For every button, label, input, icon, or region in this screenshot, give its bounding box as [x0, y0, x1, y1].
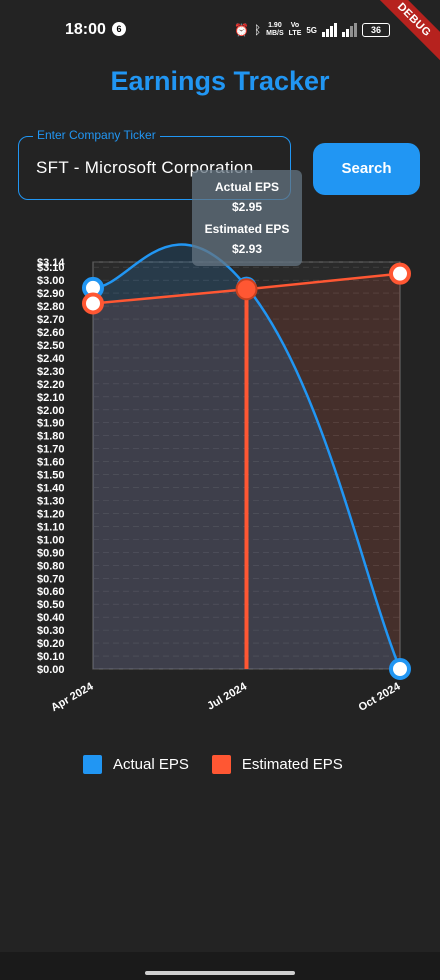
- y-tick-label: $2.20: [37, 379, 65, 391]
- y-tick-label: $0.70: [37, 573, 65, 585]
- y-tick-label: $1.60: [37, 457, 65, 469]
- x-tick-label: Jul 2024: [205, 680, 249, 713]
- y-tick-label: $0.10: [37, 651, 65, 663]
- estimated-eps-point-highlight: [235, 278, 258, 301]
- y-tick-label: $1.10: [37, 521, 65, 533]
- status-bar: 18:00 6 ⏰ ᛒ 1.90 MB/S Vo LTE 5G 36: [0, 0, 440, 60]
- y-tick-label: $1.90: [37, 418, 65, 430]
- legend-item-actual: Actual EPS: [83, 754, 189, 774]
- legend-label-actual: Actual EPS: [113, 755, 189, 773]
- y-tick-label: $3.14: [37, 257, 65, 269]
- y-tick-label: $2.50: [37, 340, 65, 352]
- y-tick-label: $3.10: [37, 262, 65, 274]
- tooltip-actual-label: Actual EPS: [214, 180, 280, 194]
- bluetooth-icon: ᛒ: [253, 23, 262, 37]
- home-gesture-handle[interactable]: [145, 971, 295, 975]
- y-tick-label: $2.70: [37, 314, 65, 326]
- y-tick-label: $0.90: [37, 547, 65, 559]
- signal-icon: [322, 23, 338, 37]
- tooltip-estimated-value: $2.93: [231, 242, 263, 256]
- y-tick-label: $1.80: [37, 431, 65, 443]
- chart-legend: Actual EPS Estimated EPS: [83, 753, 366, 775]
- y-tick-label: $2.00: [37, 405, 65, 417]
- y-tick-label: $1.70: [37, 444, 65, 456]
- x-tick-label: Oct 2024: [357, 680, 403, 714]
- status-icons: ⏰ ᛒ 1.90 MB/S Vo LTE 5G 36: [234, 20, 391, 40]
- tooltip-estimated-label: Estimated EPS: [204, 222, 290, 236]
- alarm-icon: ⏰: [234, 23, 249, 37]
- navigation-bar: [0, 952, 440, 980]
- y-tick-label: $0.50: [37, 599, 65, 611]
- y-tick-label: $1.30: [37, 495, 65, 507]
- page-title: Earnings Tracker: [110, 66, 330, 96]
- y-tick-label: $1.50: [37, 470, 65, 482]
- estimated-eps-point: [389, 262, 411, 285]
- notification-badge: 6: [112, 22, 126, 36]
- legend-label-estimated: Estimated EPS: [241, 755, 343, 773]
- chart-tooltip: Actual EPS $2.95 Estimated EPS $2.93: [192, 170, 302, 266]
- y-tick-label: $2.30: [37, 366, 65, 378]
- y-tick-label: $2.10: [37, 392, 65, 404]
- estimated-eps-point: [82, 292, 104, 315]
- legend-swatch-actual: [83, 754, 102, 774]
- y-tick-label: $0.20: [37, 638, 65, 650]
- y-tick-label: $0.30: [37, 625, 65, 637]
- y-tick-label: $2.40: [37, 353, 65, 365]
- eps-chart[interactable]: $0.00$0.10$0.20$0.30$0.40$0.50$0.60$0.70…: [0, 0, 440, 720]
- x-tick-label: Apr 2024: [49, 680, 96, 714]
- network-type: 5G: [306, 25, 318, 35]
- ticker-field-label: Enter Company Ticker: [33, 128, 160, 142]
- tooltip-actual-value: $2.95: [231, 200, 263, 214]
- y-tick-label: $0.00: [37, 664, 65, 676]
- y-tick-label: $3.00: [37, 275, 65, 287]
- actual-eps-point: [389, 658, 411, 680]
- signal-icon-2: [342, 23, 358, 37]
- y-tick-label: $0.60: [37, 586, 65, 598]
- y-tick-label: $1.20: [37, 508, 65, 520]
- status-time: 18:00: [65, 21, 106, 38]
- legend-swatch-estimated: [211, 754, 231, 774]
- battery-icon: 36: [362, 23, 391, 37]
- search-button[interactable]: Search: [313, 143, 420, 195]
- y-tick-label: $1.40: [37, 483, 65, 495]
- y-tick-label: $2.90: [37, 288, 65, 300]
- volte-indicator: Vo LTE: [288, 22, 302, 37]
- y-tick-label: $2.60: [37, 327, 65, 339]
- actual-eps-line: [92, 243, 402, 670]
- legend-item-estimated: Estimated EPS: [211, 754, 343, 774]
- y-tick-label: $1.00: [37, 534, 65, 546]
- y-tick-label: $2.80: [37, 301, 65, 313]
- net-speed: 1.90 MB/S: [266, 22, 284, 37]
- y-tick-label: $0.80: [37, 560, 65, 572]
- y-tick-label: $0.40: [37, 612, 65, 624]
